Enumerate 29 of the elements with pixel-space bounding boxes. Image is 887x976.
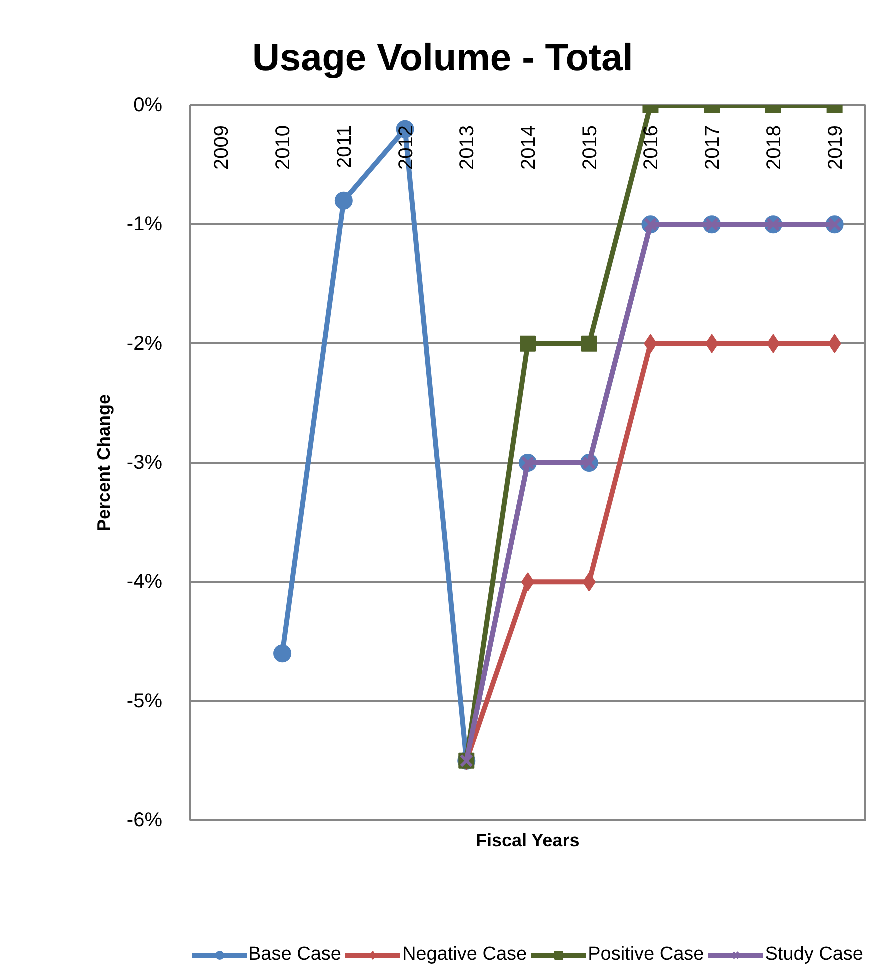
chart-title: Usage Volume - Total xyxy=(252,38,634,80)
x-tick-label: 2011 xyxy=(334,125,356,169)
y-axis-title: Percent Change xyxy=(94,394,114,532)
x-tick-label: 2013 xyxy=(456,125,479,170)
x-tick-label: 2018 xyxy=(763,125,786,170)
legend-label: Study Case xyxy=(765,944,864,966)
y-tick-label: -3% xyxy=(126,452,163,474)
legend-label: Negative Case xyxy=(402,944,528,966)
y-tick-label: -2% xyxy=(126,332,163,355)
legend-label: Positive Case xyxy=(588,944,704,966)
x-tick-label: 2017 xyxy=(702,125,724,170)
x-tick-label: 2012 xyxy=(395,125,418,170)
point xyxy=(334,192,353,210)
point xyxy=(274,644,292,663)
x-axis-title: Fiscal Years xyxy=(476,830,580,850)
y-tick-label: 0% xyxy=(134,94,163,116)
y-tick-label: -6% xyxy=(126,810,163,832)
y-tick-label: -1% xyxy=(126,214,163,236)
y-tick-label: -5% xyxy=(126,690,163,712)
point xyxy=(581,336,598,352)
x-tick-label: 2010 xyxy=(272,125,295,170)
point xyxy=(520,336,536,352)
legend-label: Base Case xyxy=(248,944,342,966)
x-tick-label: 2019 xyxy=(824,125,847,170)
x-tick-label: 2016 xyxy=(640,125,663,170)
x-tick-label: 2009 xyxy=(211,125,234,170)
y-tick-label: -4% xyxy=(126,571,163,594)
x-tick-label: 2015 xyxy=(579,125,602,170)
x-tick-label: 2014 xyxy=(518,125,540,170)
